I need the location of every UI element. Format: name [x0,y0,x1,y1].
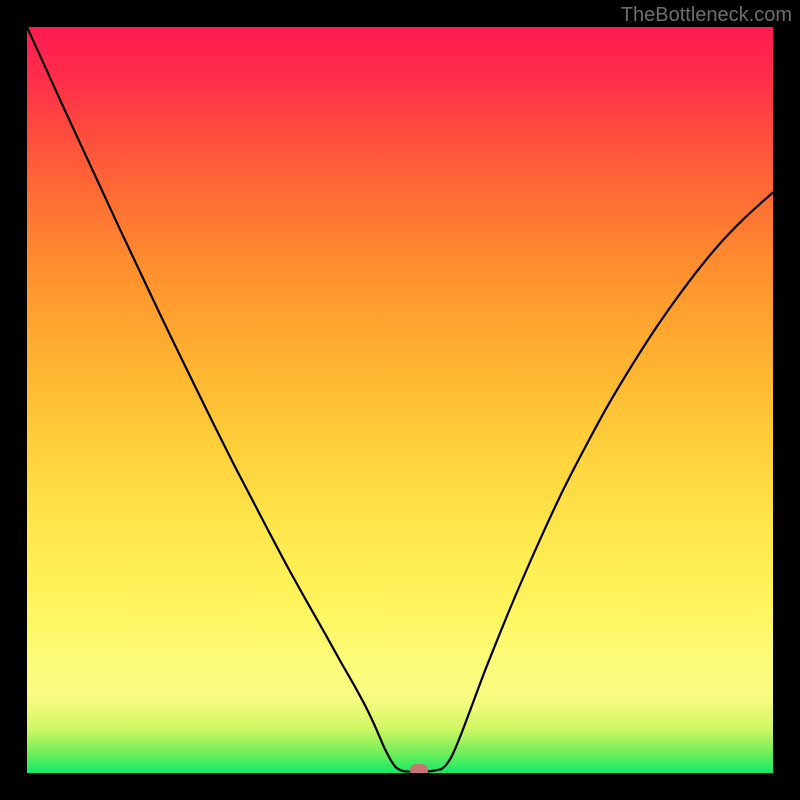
optimal-marker [410,764,428,776]
watermark-text: TheBottleneck.com [621,4,792,27]
bottleneck-chart: TheBottleneck.com [0,0,800,800]
bottleneck-curve [27,27,773,773]
